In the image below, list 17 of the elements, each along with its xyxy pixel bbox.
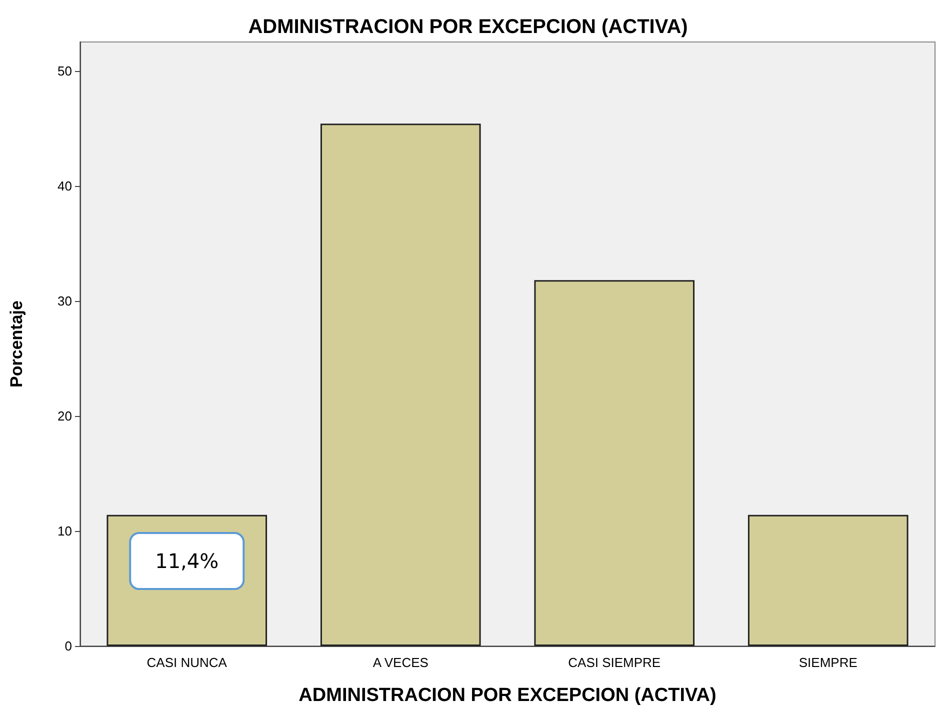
data-label: 11,4% <box>155 549 219 573</box>
x-tick-label: SIEMPRE <box>798 655 858 670</box>
y-tick-label: 50 <box>58 63 72 78</box>
bar <box>534 280 695 646</box>
y-tick-label: 10 <box>58 523 72 538</box>
x-tick-label: CASI SIEMPRE <box>568 655 661 670</box>
y-axis-title: Porcentaje <box>7 300 26 388</box>
x-tick-label: CASI NUNCA <box>146 655 228 670</box>
x-axis-title: ADMINISTRACION POR EXCEPCION (ACTIVA) <box>298 685 716 706</box>
y-tick-label: 30 <box>58 293 72 308</box>
y-tick-label: 20 <box>58 408 72 424</box>
x-tick-label: A VECES <box>372 655 429 670</box>
bar <box>748 514 908 646</box>
bar <box>320 124 481 646</box>
chart-title: ADMINISTRACION POR EXCEPCION (ACTIVA) <box>248 16 688 38</box>
y-tick-label: 40 <box>58 178 72 194</box>
y-tick-label: 0 <box>64 638 72 654</box>
